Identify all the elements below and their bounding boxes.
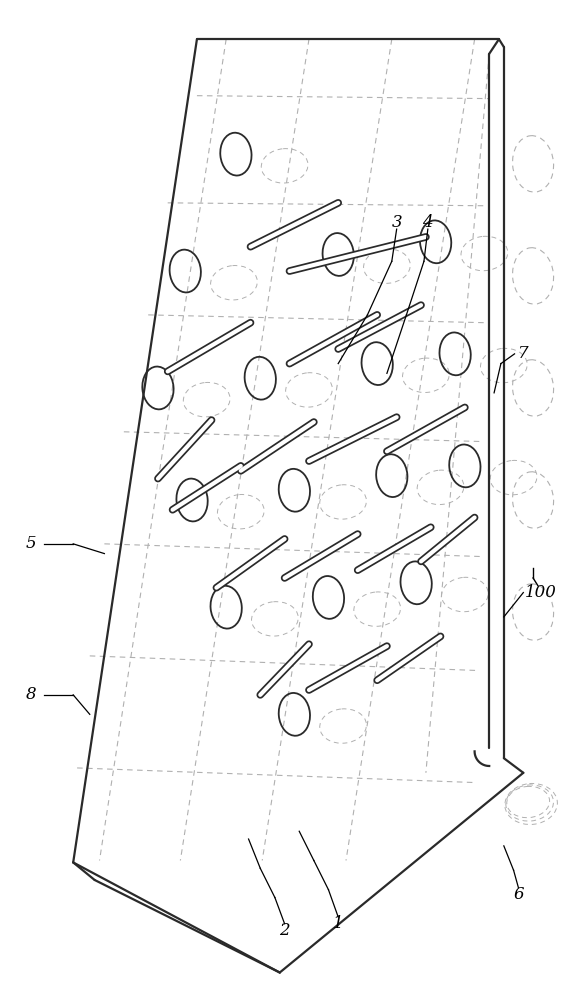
Text: 1: 1 [333, 915, 344, 932]
Text: 7: 7 [518, 345, 529, 362]
Text: 100: 100 [525, 584, 557, 601]
Text: 4: 4 [423, 214, 433, 231]
Text: 3: 3 [391, 214, 402, 231]
Text: 5: 5 [26, 535, 37, 552]
Text: 2: 2 [279, 922, 290, 939]
Text: 6: 6 [513, 886, 524, 903]
Text: 8: 8 [26, 686, 37, 703]
